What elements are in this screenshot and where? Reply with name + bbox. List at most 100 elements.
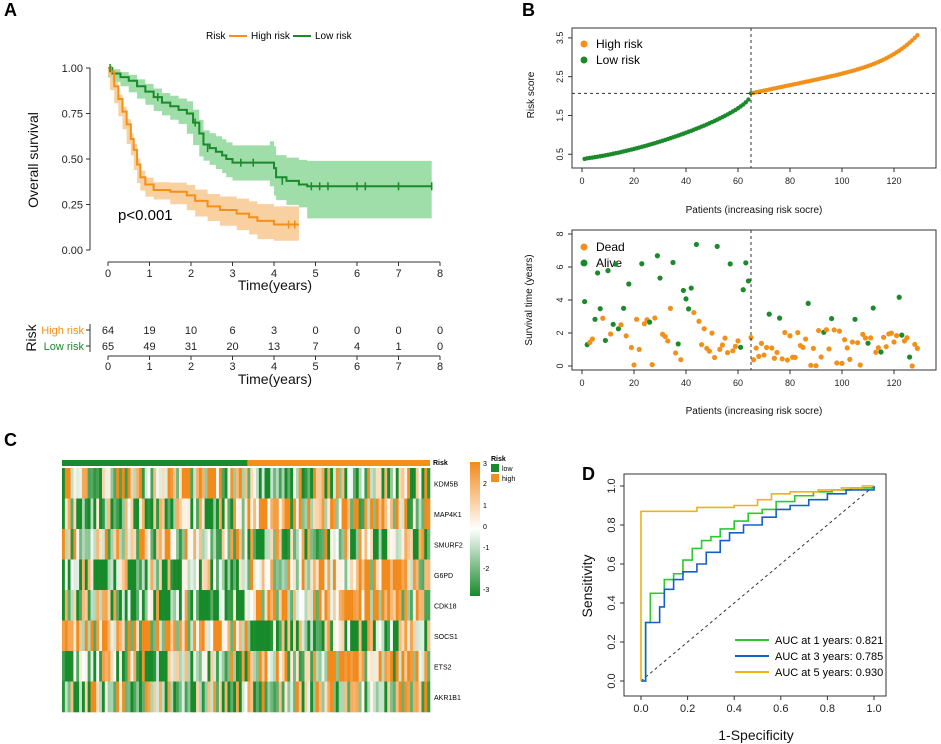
heatmap-cell	[298, 529, 302, 560]
heatmap-cell	[101, 651, 106, 682]
heatmap-cell	[216, 651, 220, 682]
heatmap-cell	[384, 651, 388, 682]
heatmap-cell	[335, 559, 340, 591]
heatmap-cell	[213, 620, 217, 652]
heatmap-cell	[398, 468, 402, 499]
heatmap-cell	[301, 681, 305, 713]
heatmap-cell	[395, 559, 399, 591]
heatmap-cell	[261, 468, 265, 499]
roc-y-tick-label: 0.2	[606, 634, 618, 649]
heatmap-cell	[387, 681, 391, 713]
heatmap-cell	[133, 620, 137, 652]
km-high-risk-ci	[108, 68, 299, 241]
heatmap-cell	[390, 529, 394, 560]
km-y-tick-label: 0.00	[62, 245, 83, 257]
heatmap-cell	[347, 590, 351, 621]
heatmap-cell	[210, 590, 214, 621]
heatmap-cell	[224, 529, 228, 560]
heatmap-cell	[230, 590, 234, 621]
surv-legend-alive-dot	[580, 259, 588, 267]
heatmap-cell	[415, 651, 419, 682]
heatmap-cell	[121, 590, 126, 621]
heatmap-cell	[275, 498, 280, 530]
heatmap-cell	[333, 498, 337, 530]
roc-curve	[641, 486, 875, 682]
heatmap-cell	[378, 559, 382, 591]
heatmap-cell	[164, 681, 168, 713]
alive-patient-point	[680, 287, 687, 294]
heatmap-cell	[427, 620, 431, 652]
heatmap-cell	[333, 590, 337, 621]
heatmap-cell	[370, 559, 374, 591]
risk-table-count: 3	[271, 325, 277, 337]
heatmap-cell	[255, 651, 260, 682]
alive-patient-point	[745, 278, 752, 284]
heatmap-cell	[218, 620, 223, 652]
heatmap-cell	[330, 620, 334, 652]
heatmap-cell	[398, 559, 402, 591]
survival-time-y-tick-label: 6	[555, 264, 565, 269]
heatmap-cell	[187, 498, 191, 530]
heatmap-cell	[124, 529, 128, 560]
heatmap-cell	[287, 529, 291, 560]
dead-patient-point	[800, 344, 806, 350]
heatmap-cell	[184, 498, 188, 530]
alive-patient-point	[852, 316, 858, 322]
heatmap-legend-title: Risk	[491, 456, 506, 463]
heatmap-cell	[238, 590, 243, 621]
heatmap-cell	[73, 498, 77, 530]
dead-patient-point	[771, 355, 778, 361]
heatmap-cell	[375, 559, 379, 591]
heatmap-cell	[327, 590, 331, 621]
heatmap-cell	[250, 529, 254, 560]
heatmap-legend-high: high	[502, 476, 515, 483]
heatmap-cell	[258, 468, 262, 499]
heatmap-cell	[253, 498, 257, 530]
heatmap-cell	[372, 681, 377, 713]
heatmap-cell	[221, 681, 225, 713]
heatmap-cell	[207, 559, 211, 591]
heatmap-cell	[216, 681, 220, 713]
heatmap-cell	[341, 590, 345, 621]
alive-patient-point	[896, 294, 902, 300]
heatmap-cell	[236, 620, 240, 652]
survival-time-xlabel: Patients (increasing risk socre)	[686, 406, 823, 417]
risk-legend-low-dot	[580, 56, 588, 64]
heatmap-cell	[90, 681, 94, 713]
heatmap-cell	[390, 651, 394, 682]
heatmap-cell	[70, 498, 74, 530]
heatmap-cell	[178, 468, 183, 499]
heatmap-cell	[364, 651, 368, 682]
heatmap-cell	[104, 529, 108, 560]
heatmap-cell	[110, 681, 114, 713]
heatmap-cell	[133, 590, 137, 621]
heatmap-cell	[79, 590, 83, 621]
heatmap-cell	[116, 468, 120, 499]
heatmap-cell	[315, 681, 320, 713]
heatmap-cell	[139, 590, 143, 621]
heatmap-cell	[87, 590, 91, 621]
dead-patient-point	[589, 336, 596, 342]
heatmap-cell	[355, 559, 359, 591]
heatmap-cell	[264, 468, 268, 499]
heatmap-cell	[190, 620, 194, 652]
heatmap-cell	[144, 559, 148, 591]
roc-x-tick-label: 1.0	[866, 703, 881, 715]
heatmap-cell	[216, 559, 220, 591]
heatmap-cell	[81, 651, 86, 682]
heatmap-cell	[253, 681, 257, 713]
heatmap-cell	[156, 590, 160, 621]
heatmap-cell	[84, 651, 88, 682]
heatmap-cell	[372, 498, 377, 530]
heatmap-cell	[64, 651, 69, 682]
heatmap-cell	[87, 651, 91, 682]
heatmap-cell	[150, 681, 154, 713]
heatmap-cell	[204, 498, 208, 530]
heatmap-scale-tick: -3	[483, 587, 489, 594]
risk-table-title: Risk	[23, 323, 39, 351]
heatmap-cell	[70, 681, 74, 713]
heatmap-cell	[144, 590, 148, 621]
heatmap-cell	[176, 529, 180, 560]
heatmap-cell	[127, 559, 131, 591]
risk-score-xlabel: Patients (increasing risk socre)	[686, 205, 823, 216]
